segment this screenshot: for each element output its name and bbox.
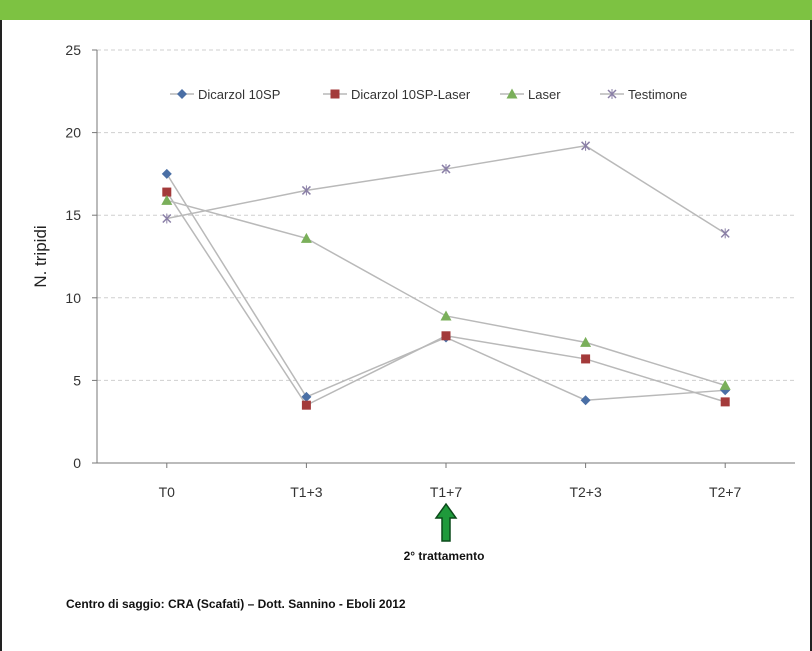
up-arrow-icon xyxy=(434,502,458,542)
series-dicarzol-10sp-laser xyxy=(162,187,730,410)
data-point xyxy=(441,163,451,174)
data-point xyxy=(720,397,730,407)
x-tick-label: T2+7 xyxy=(709,484,742,500)
x-tick-label: T0 xyxy=(159,484,176,500)
x-tick-label: T2+3 xyxy=(569,484,602,500)
series-group xyxy=(161,140,731,410)
x-tick-label: T1+7 xyxy=(430,484,463,500)
y-tick-label: 15 xyxy=(65,207,81,223)
series-dicarzol-10sp xyxy=(161,168,731,406)
legend-label: Laser xyxy=(528,87,561,102)
y-tick-label: 0 xyxy=(73,455,81,471)
y-tick-label: 10 xyxy=(65,290,81,306)
y-tick-label: 5 xyxy=(73,372,81,388)
series-line xyxy=(166,145,726,235)
x-tick-label: T1+3 xyxy=(290,484,323,500)
series-line xyxy=(166,173,726,401)
series-line xyxy=(166,191,726,407)
data-point xyxy=(720,228,730,239)
legend-marker xyxy=(330,89,340,99)
series-line xyxy=(166,199,726,387)
y-axis-label: N. tripidi xyxy=(31,225,50,287)
data-point xyxy=(581,354,591,364)
series-laser xyxy=(161,194,731,390)
legend-marker xyxy=(506,88,518,99)
data-point xyxy=(162,213,172,224)
data-point xyxy=(441,331,451,341)
data-point xyxy=(161,168,172,179)
data-point xyxy=(581,140,591,151)
x-tick-labels: T0 T1+3 T1+7 T2+3 T2+7 xyxy=(159,463,742,500)
footer-note: Centro di saggio: CRA (Scafati) – Dott. … xyxy=(66,597,406,611)
data-point xyxy=(301,400,311,410)
data-point xyxy=(580,395,591,406)
data-point xyxy=(301,391,312,402)
data-point xyxy=(301,185,311,196)
series-testimone xyxy=(162,140,730,239)
legend: Dicarzol 10SP Dicarzol 10SP-Laser Laser Tes… xyxy=(170,87,687,102)
legend-item: Laser xyxy=(500,87,561,102)
legend-item: Dicarzol 10SP xyxy=(170,87,280,102)
legend-marker xyxy=(177,89,187,99)
y-tick-label: 20 xyxy=(65,125,81,141)
y-tick-label: 25 xyxy=(65,42,81,58)
data-point xyxy=(161,194,173,205)
data-point xyxy=(719,379,731,390)
data-point xyxy=(580,336,592,347)
legend-marker xyxy=(607,89,617,99)
data-point xyxy=(300,232,312,243)
annotation-label: 2° trattamento xyxy=(404,549,485,563)
legend-label: Dicarzol 10SP-Laser xyxy=(351,87,471,102)
legend-label: Dicarzol 10SP xyxy=(198,87,280,102)
axes xyxy=(96,50,795,464)
annotation: 2° trattamento xyxy=(404,502,485,563)
data-point xyxy=(440,310,452,321)
grid-lines xyxy=(97,49,795,381)
y-tick-labels: 0 5 10 15 20 25 xyxy=(65,42,97,471)
header-bar xyxy=(0,0,812,20)
legend-item: Dicarzol 10SP-Laser xyxy=(323,87,471,102)
legend-item: Testimone xyxy=(600,87,687,102)
legend-label: Testimone xyxy=(628,87,687,102)
data-point xyxy=(162,187,172,197)
